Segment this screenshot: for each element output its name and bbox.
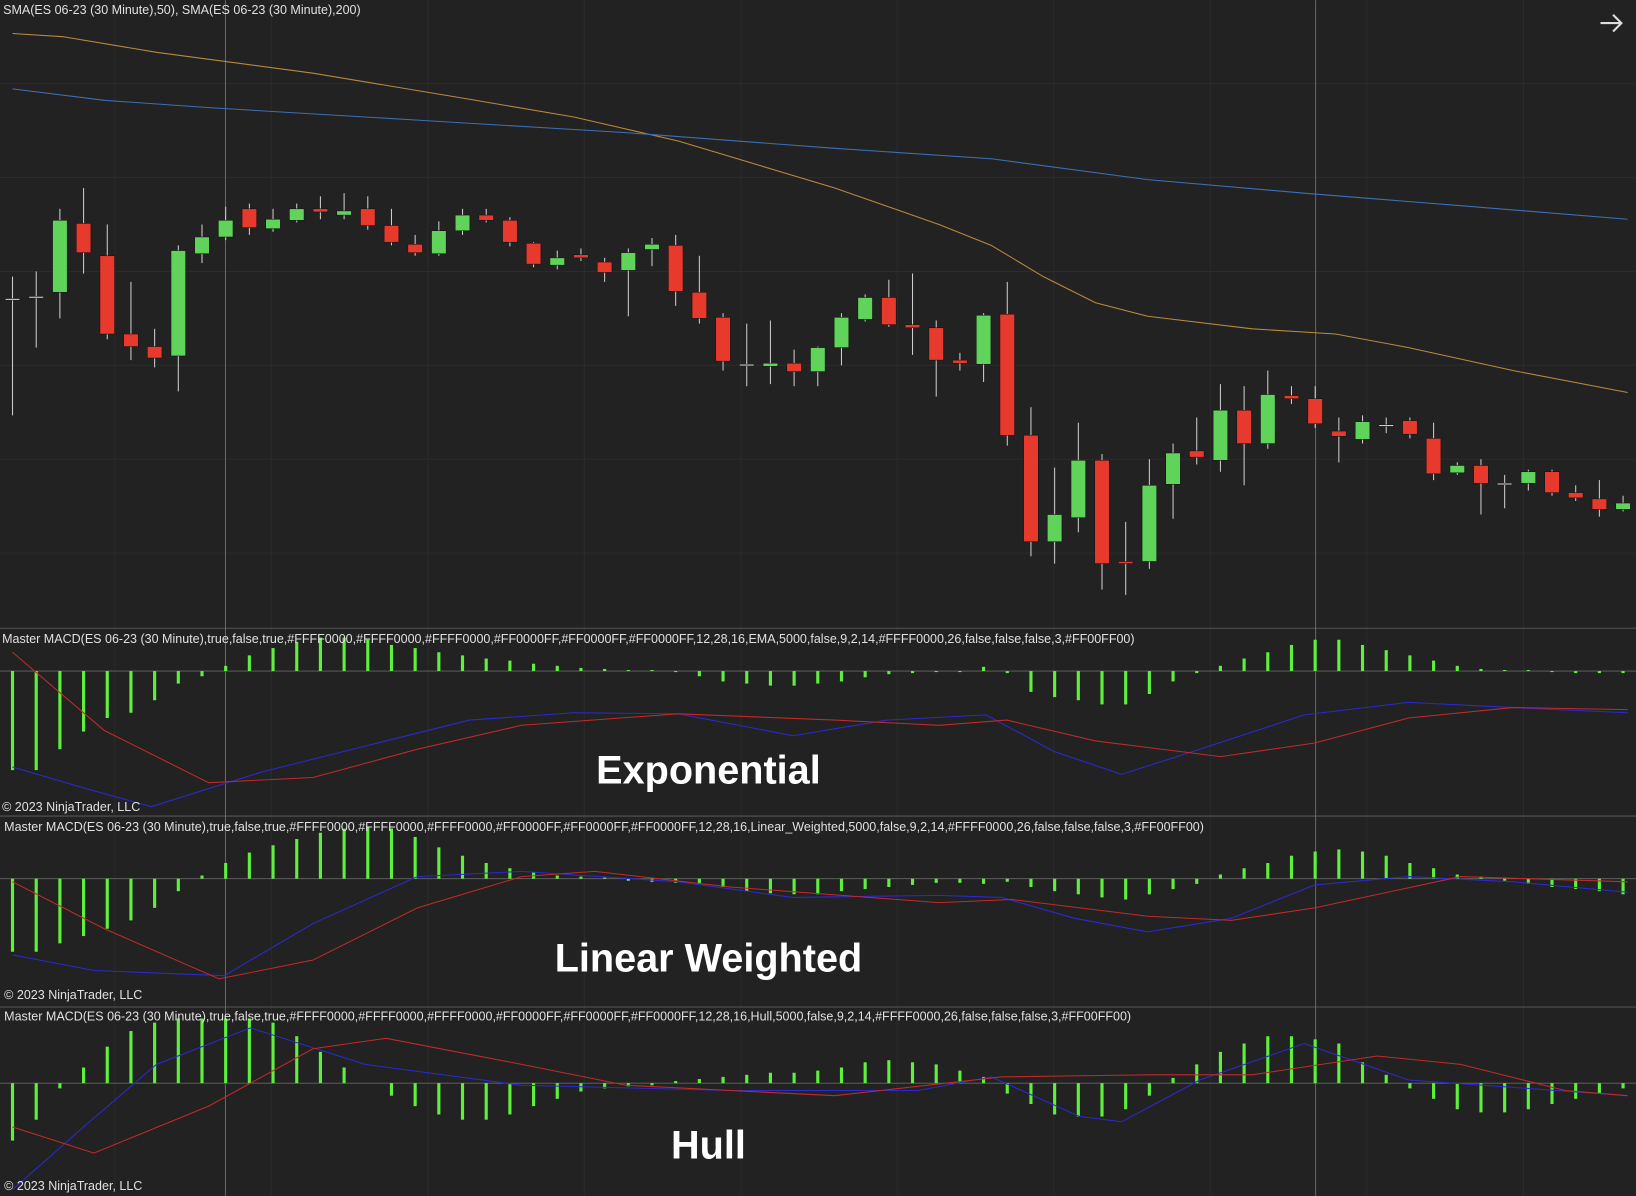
panel-label: Master MACD(ES 06-23 (30 Minute),true,fa… bbox=[4, 820, 1204, 834]
candle bbox=[904, 324, 921, 329]
candle bbox=[881, 297, 897, 325]
macd-line bbox=[12, 701, 1628, 808]
candle bbox=[1568, 492, 1584, 499]
candle bbox=[99, 255, 115, 335]
candle bbox=[1236, 409, 1252, 444]
candle bbox=[1497, 482, 1513, 486]
candle bbox=[573, 254, 589, 259]
panel-title: Hull bbox=[671, 1123, 746, 1167]
panel-label: Master MACD(ES 06-23 (30 Minute),true,fa… bbox=[4, 1010, 1131, 1024]
candle bbox=[218, 220, 234, 238]
candle bbox=[431, 230, 447, 254]
candle bbox=[454, 214, 471, 231]
candle bbox=[1354, 421, 1371, 440]
candle bbox=[1165, 452, 1181, 485]
candle bbox=[691, 292, 707, 319]
candle bbox=[502, 220, 518, 243]
macd-line bbox=[12, 1027, 1628, 1190]
candle bbox=[1473, 465, 1489, 484]
candle bbox=[52, 220, 68, 293]
arrow-button[interactable] bbox=[1600, 14, 1623, 33]
candle bbox=[597, 261, 613, 273]
candle bbox=[123, 333, 139, 347]
candle bbox=[810, 347, 826, 372]
candle bbox=[1023, 434, 1039, 542]
candle bbox=[478, 214, 494, 221]
candle bbox=[526, 242, 542, 265]
sma-line bbox=[12, 33, 1628, 393]
candle bbox=[1307, 398, 1323, 425]
candle bbox=[1402, 420, 1418, 435]
candle bbox=[28, 296, 44, 299]
candle bbox=[999, 313, 1015, 436]
candle bbox=[194, 236, 210, 254]
panel-title: Exponential bbox=[596, 749, 821, 793]
candle bbox=[620, 252, 636, 271]
signal-line bbox=[12, 1037, 1628, 1154]
candle bbox=[1189, 450, 1205, 458]
candle bbox=[549, 257, 565, 266]
candle bbox=[857, 297, 873, 320]
candle bbox=[1094, 460, 1110, 564]
candle bbox=[833, 317, 850, 348]
price-label: SMA(ES 06-23 (30 Minute),50), SMA(ES 06-… bbox=[3, 3, 361, 17]
candle bbox=[336, 210, 352, 216]
candle bbox=[1426, 438, 1442, 475]
candle bbox=[4, 298, 21, 301]
candle bbox=[241, 208, 257, 228]
macd-line bbox=[12, 870, 1628, 977]
candle bbox=[1378, 424, 1394, 427]
signal-line bbox=[12, 651, 1628, 784]
candle bbox=[1615, 502, 1631, 510]
candle bbox=[715, 317, 731, 362]
candle bbox=[383, 225, 400, 243]
candle bbox=[1260, 394, 1276, 444]
candle bbox=[976, 314, 992, 365]
candle bbox=[407, 244, 423, 253]
candle bbox=[265, 218, 281, 229]
candle bbox=[1141, 485, 1157, 562]
candle bbox=[360, 208, 376, 226]
candle bbox=[644, 244, 660, 250]
sma-line bbox=[12, 88, 1628, 220]
candle bbox=[786, 362, 802, 372]
candle bbox=[289, 208, 305, 221]
panel-title: Linear Weighted bbox=[555, 937, 863, 981]
candle bbox=[739, 364, 755, 367]
candle bbox=[1544, 471, 1560, 493]
candle bbox=[1591, 498, 1607, 510]
candle bbox=[1331, 430, 1347, 437]
candle bbox=[762, 362, 778, 367]
copyright: © 2023 NinjaTrader, LLC bbox=[4, 988, 142, 1002]
candle bbox=[668, 245, 684, 292]
candle bbox=[1212, 409, 1228, 461]
copyright: © 2023 NinjaTrader, LLC bbox=[4, 1179, 142, 1193]
candle bbox=[170, 250, 186, 357]
candle bbox=[952, 359, 968, 364]
candle bbox=[928, 327, 944, 361]
panel-label: Master MACD(ES 06-23 (30 Minute),true,fa… bbox=[2, 632, 1134, 646]
signal-line bbox=[12, 870, 1628, 980]
candle bbox=[76, 223, 92, 253]
candle bbox=[1118, 561, 1134, 564]
candle bbox=[1449, 465, 1465, 474]
candle bbox=[1283, 395, 1300, 399]
candle bbox=[1520, 471, 1536, 484]
copyright: © 2023 NinjaTrader, LLC bbox=[2, 800, 140, 814]
candle bbox=[1047, 514, 1063, 542]
candle bbox=[1070, 460, 1086, 518]
candle bbox=[312, 208, 328, 213]
candle bbox=[147, 346, 163, 359]
